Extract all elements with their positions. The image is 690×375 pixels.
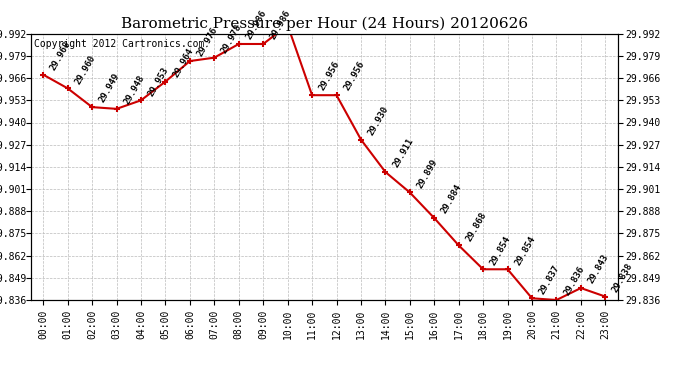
Text: 29.968: 29.968 [49,39,72,72]
Text: 29.986: 29.986 [244,9,268,41]
Text: 29.948: 29.948 [122,74,146,106]
Text: 29.837: 29.837 [538,263,562,296]
Text: 29.960: 29.960 [73,53,97,86]
Text: 29.899: 29.899 [415,157,440,190]
Text: Copyright 2012 Cartronics.com: Copyright 2012 Cartronics.com [34,39,204,49]
Text: 29.956: 29.956 [342,60,366,92]
Text: 29.854: 29.854 [513,234,537,267]
Text: 29.843: 29.843 [586,253,611,285]
Text: 29.930: 29.930 [366,104,391,137]
Text: 29.976: 29.976 [195,26,219,58]
Text: 29.911: 29.911 [391,137,415,169]
Text: 29.854: 29.854 [489,234,513,267]
Text: 29.997: 29.997 [0,374,1,375]
Text: 29.838: 29.838 [611,261,635,294]
Text: 29.949: 29.949 [98,72,121,104]
Text: 29.964: 29.964 [171,46,195,79]
Text: 29.953: 29.953 [146,65,170,98]
Text: 29.956: 29.956 [317,60,342,92]
Text: 29.986: 29.986 [269,9,293,41]
Title: Barometric Pressure per Hour (24 Hours) 20120626: Barometric Pressure per Hour (24 Hours) … [121,17,528,31]
Text: 29.978: 29.978 [220,22,244,55]
Text: 29.868: 29.868 [464,210,489,243]
Text: 29.884: 29.884 [440,183,464,215]
Text: 29.836: 29.836 [562,265,586,297]
